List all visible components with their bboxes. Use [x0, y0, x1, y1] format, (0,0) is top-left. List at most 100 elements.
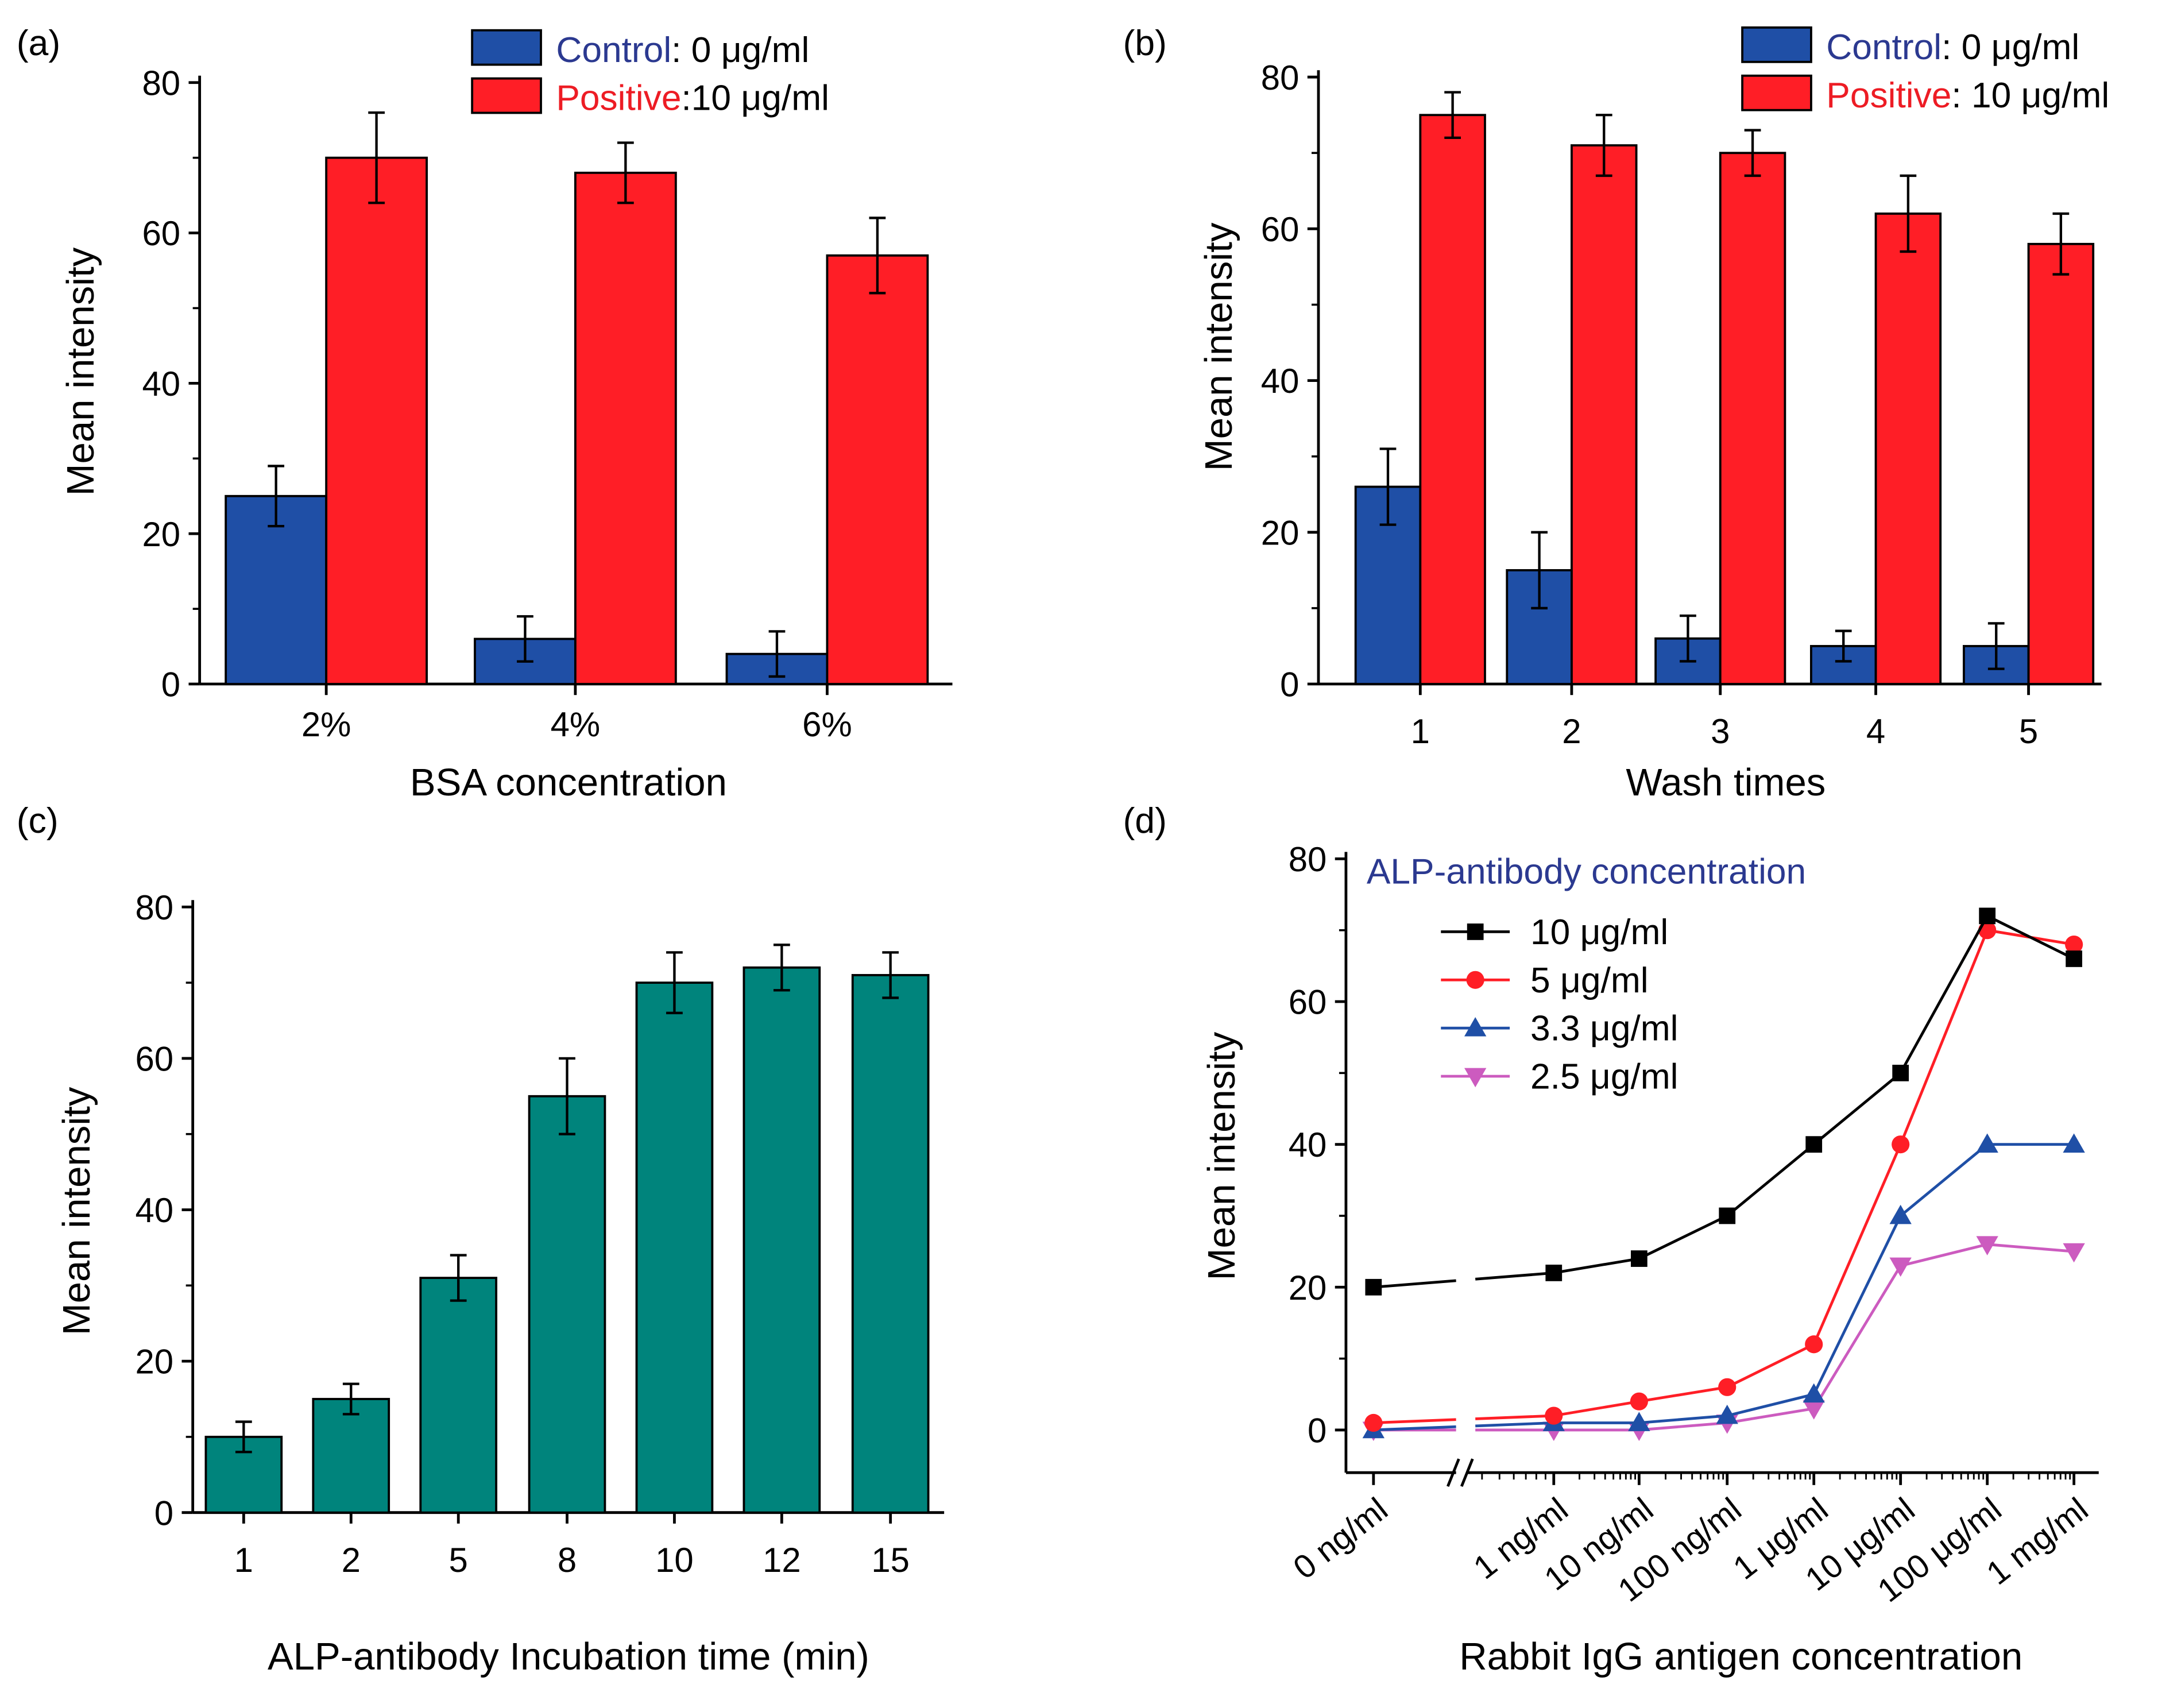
y-tick-label: 40 [135, 1191, 173, 1230]
x-tick-label: 6% [802, 705, 852, 744]
marker-triangle-down [2063, 1243, 2085, 1263]
x-tick-label: 1 [1411, 712, 1430, 751]
legend-series-detail: : 0 μg/ml [671, 30, 809, 70]
series-line [1365, 907, 2083, 1296]
legend-entry: Positive: 10 μg/ml [1826, 76, 2109, 115]
y-tick-label: 60 [142, 214, 180, 253]
marker-triangle-up [2063, 1133, 2085, 1153]
line-segment [1475, 1414, 1554, 1420]
bar [826, 254, 929, 685]
panel-a: (a) 0 20 40 60 80 Mean intensity BSA concentrat… [17, 24, 953, 804]
y-tick-label: 0 [1308, 1411, 1326, 1450]
panel-label: (d) [1123, 801, 1167, 841]
legend-series-detail: :10 μg/ml [681, 79, 829, 118]
bar [1719, 152, 1786, 685]
y-tick-label: 60 [135, 1040, 173, 1078]
bar [325, 156, 428, 685]
x-tick-label: 2% [301, 705, 351, 744]
bar [574, 171, 677, 685]
marker-square [1545, 1265, 1563, 1281]
x-tick-label: 2 [1562, 712, 1581, 751]
line-segment [1373, 1418, 1456, 1424]
marker-square [2066, 950, 2083, 967]
x-tick-label: 12 [763, 1541, 801, 1579]
axis-break-mark [1447, 1458, 1460, 1487]
legend-entry: Positive:10 μg/ml [556, 79, 829, 118]
y-tick-label: 0 [161, 666, 180, 704]
marker-square [1630, 1250, 1647, 1267]
y-tick-label: 40 [142, 365, 180, 403]
y-tick-label: 0 [1280, 666, 1299, 704]
axis-break-mark [1460, 1458, 1474, 1487]
y-tick-label: 20 [1261, 513, 1300, 552]
bar [225, 494, 328, 685]
marker-triangle-down [1464, 1068, 1487, 1088]
y-tick-label: 60 [1289, 983, 1327, 1022]
panel-b: (b) 0 20 40 60 80 Mean intensity Wash times 1 2 3 4… [1123, 24, 2110, 804]
marker-square [1892, 1064, 1909, 1081]
y-axis-label: Mean intensity [55, 1087, 98, 1335]
bar [312, 1398, 390, 1514]
marker-triangle-up [1464, 1017, 1487, 1037]
marker-circle [1466, 971, 1484, 989]
bar [742, 966, 821, 1514]
line-segment [1475, 1421, 1554, 1428]
x-tick-label: 3 [1711, 712, 1730, 751]
bar [419, 1277, 498, 1514]
bar [2027, 242, 2095, 685]
y-axis-label: Mean intensity [59, 247, 102, 496]
bar [1874, 212, 1942, 685]
bar [528, 1095, 606, 1514]
bar [1571, 144, 1638, 685]
marker-square [1365, 1278, 1382, 1296]
panel-label: (c) [17, 801, 59, 841]
bar [851, 973, 930, 1514]
x-tick-label: 5 [449, 1541, 468, 1579]
line-segment [1475, 1272, 1554, 1281]
legend-swatch [471, 29, 542, 66]
x-axis-label: Wash times [1626, 761, 1826, 804]
x-tick-label: 10 [655, 1541, 694, 1579]
marker-circle [1630, 1392, 1648, 1411]
y-axis-label: Mean intensity [1200, 1031, 1243, 1280]
marker-square [1467, 923, 1484, 940]
x-tick-label: 4 [1866, 712, 1885, 751]
legend-entry: Control: 0 μg/ml [556, 30, 809, 70]
legend-swatch [471, 77, 542, 114]
marker-square [1805, 1136, 1823, 1153]
x-tick-label: 15 [871, 1541, 910, 1579]
y-tick-label: 60 [1261, 210, 1300, 249]
marker-triangle-down [1976, 1236, 1998, 1255]
panel-label: (b) [1123, 24, 1167, 63]
line-path [1553, 1143, 2074, 1424]
y-tick-label: 80 [1261, 59, 1300, 97]
marker-triangle-up [1976, 1133, 1998, 1153]
marker-circle [1364, 1413, 1383, 1432]
y-tick-label: 80 [135, 888, 173, 927]
x-tick-label: 5 [2019, 712, 2038, 751]
marker-circle [1718, 1378, 1737, 1396]
x-tick-label: 8 [558, 1541, 577, 1579]
marker-triangle-up [1628, 1412, 1650, 1431]
y-tick-label: 0 [154, 1494, 173, 1532]
marker-triangle-up [1803, 1383, 1825, 1403]
marker-circle [1545, 1406, 1563, 1425]
x-tick-label: 0 ng/ml [1287, 1491, 1395, 1587]
legend-series-detail: : 10 μg/ml [1951, 76, 2109, 115]
marker-square [1979, 907, 1996, 925]
x-tick-label: 1 [234, 1541, 253, 1579]
y-tick-label: 40 [1289, 1126, 1327, 1164]
legend-series-name: Control [1826, 28, 1942, 67]
y-tick-label: 40 [1261, 362, 1300, 400]
legend-swatch [1741, 26, 1812, 63]
y-tick-label: 80 [1289, 840, 1327, 879]
x-tick-label: 4% [551, 705, 601, 744]
series-line [1362, 1133, 2085, 1439]
panel-c: (c) 0 20 40 60 80 Mean intensity ALP-antibody I… [17, 801, 945, 1678]
legend-entry: 5 μg/ml [1530, 961, 1649, 1000]
marker-circle [1805, 1335, 1823, 1354]
line-segment [1373, 1279, 1456, 1289]
x-axis-label: BSA concentration [410, 761, 727, 804]
marker-triangle-down [1803, 1400, 1825, 1420]
line-segment [1373, 1425, 1456, 1432]
